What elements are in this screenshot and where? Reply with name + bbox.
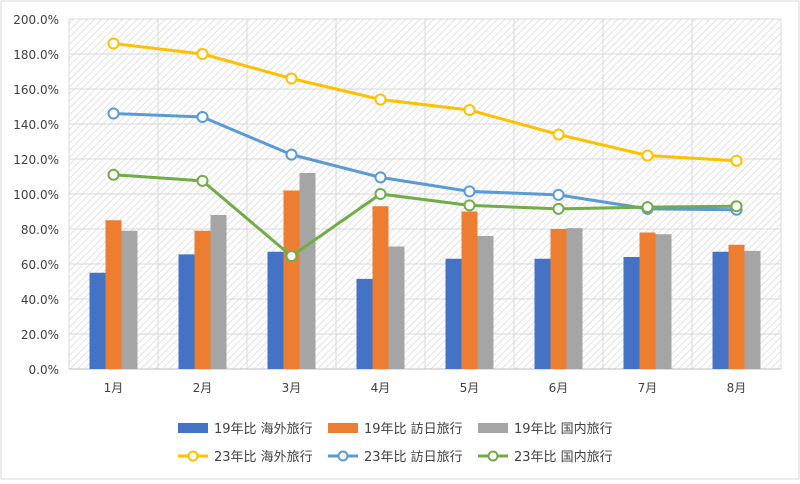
x-tick-label: 4月 [371,381,391,395]
series-point [107,37,120,50]
series-point [107,168,120,181]
series-point [107,107,120,120]
bar [178,254,195,369]
y-tick-label: 180.0% [13,48,59,62]
x-tick-label: 5月 [460,381,480,395]
bar [445,258,462,369]
legend-marker [187,450,199,462]
legend-label: 19年比 国内旅行 [514,421,613,437]
line-layer [107,37,743,263]
legend-swatch [178,423,208,433]
bar [356,278,373,369]
bar [210,215,227,369]
legend-label: 19年比 海外旅行 [214,422,313,437]
y-tick-label: 20.0% [21,328,59,342]
legend-label: 23年比 国内旅行 [514,449,613,465]
series-point [196,111,209,123]
bar [639,232,656,369]
bar [712,251,729,369]
x-tick-label: 1月 [104,381,124,395]
x-tick-label: 2月 [193,381,213,395]
bar [461,211,478,369]
y-tick-label: 40.0% [21,293,59,307]
legend-label: 23年比 海外旅行 [214,450,313,465]
series-point [463,185,476,198]
bar [89,272,106,369]
bar [372,206,389,369]
series-point [641,201,654,214]
y-axis: 0.0% 20.0% 40.0% 60.0% 80.0% 100.0% 120.0% 140.… [13,13,59,377]
legend-marker [487,450,499,462]
bar [388,246,405,369]
series-point [463,104,476,116]
y-tick-label: 120.0% [13,153,59,167]
series-point [285,148,298,161]
series-point [730,154,743,167]
bar [283,190,300,369]
bar [655,234,672,369]
series-point [196,174,209,187]
y-tick-label: 160.0% [13,83,59,97]
series-point [552,188,565,201]
bar [566,228,583,369]
y-tick-label: 60.0% [21,258,59,272]
series-point [374,93,387,106]
y-tick-label: 140.0% [13,118,59,132]
series-point [285,72,298,85]
bar [299,173,316,369]
series-point [552,128,565,141]
legend-label: 19年比 訪日旅行 [364,421,463,437]
y-tick-label: 100.0% [13,188,59,202]
bar [194,230,211,369]
bar [121,230,138,369]
series-line [113,42,737,163]
series-point [196,48,209,60]
bar [477,236,494,369]
bar [267,251,284,369]
series-point [463,199,476,212]
legend-swatch [328,423,358,433]
bar [728,244,745,369]
series-line [113,173,737,258]
bar [550,229,567,369]
series-point [641,149,654,162]
bar [623,257,640,369]
y-tick-label: 80.0% [21,223,59,237]
bar [105,220,122,369]
series-point [374,188,387,200]
bar [744,250,761,369]
bar-layer [89,173,761,369]
x-tick-label: 6月 [549,381,569,395]
legend-label: 23年比 訪日旅行 [364,449,463,465]
x-axis: 1月 2月 3月 4月 5月 6月 7月 8月 [104,381,747,395]
legend-swatch [478,423,508,433]
legend: 19年比 海外旅行 19年比 訪日旅行 19年比 国内旅行 23年比 海外旅行 23年比… [178,421,613,465]
bar [534,258,551,369]
series-point [730,200,743,213]
x-tick-label: 3月 [282,381,302,395]
y-tick-label: 0.0% [29,363,60,377]
legend-marker [337,450,349,462]
series-point [552,202,565,215]
y-tick-label: 200.0% [13,13,59,27]
x-tick-label: 7月 [638,381,658,395]
series-point [374,171,387,184]
series-point [285,250,298,263]
x-tick-label: 8月 [727,381,747,395]
